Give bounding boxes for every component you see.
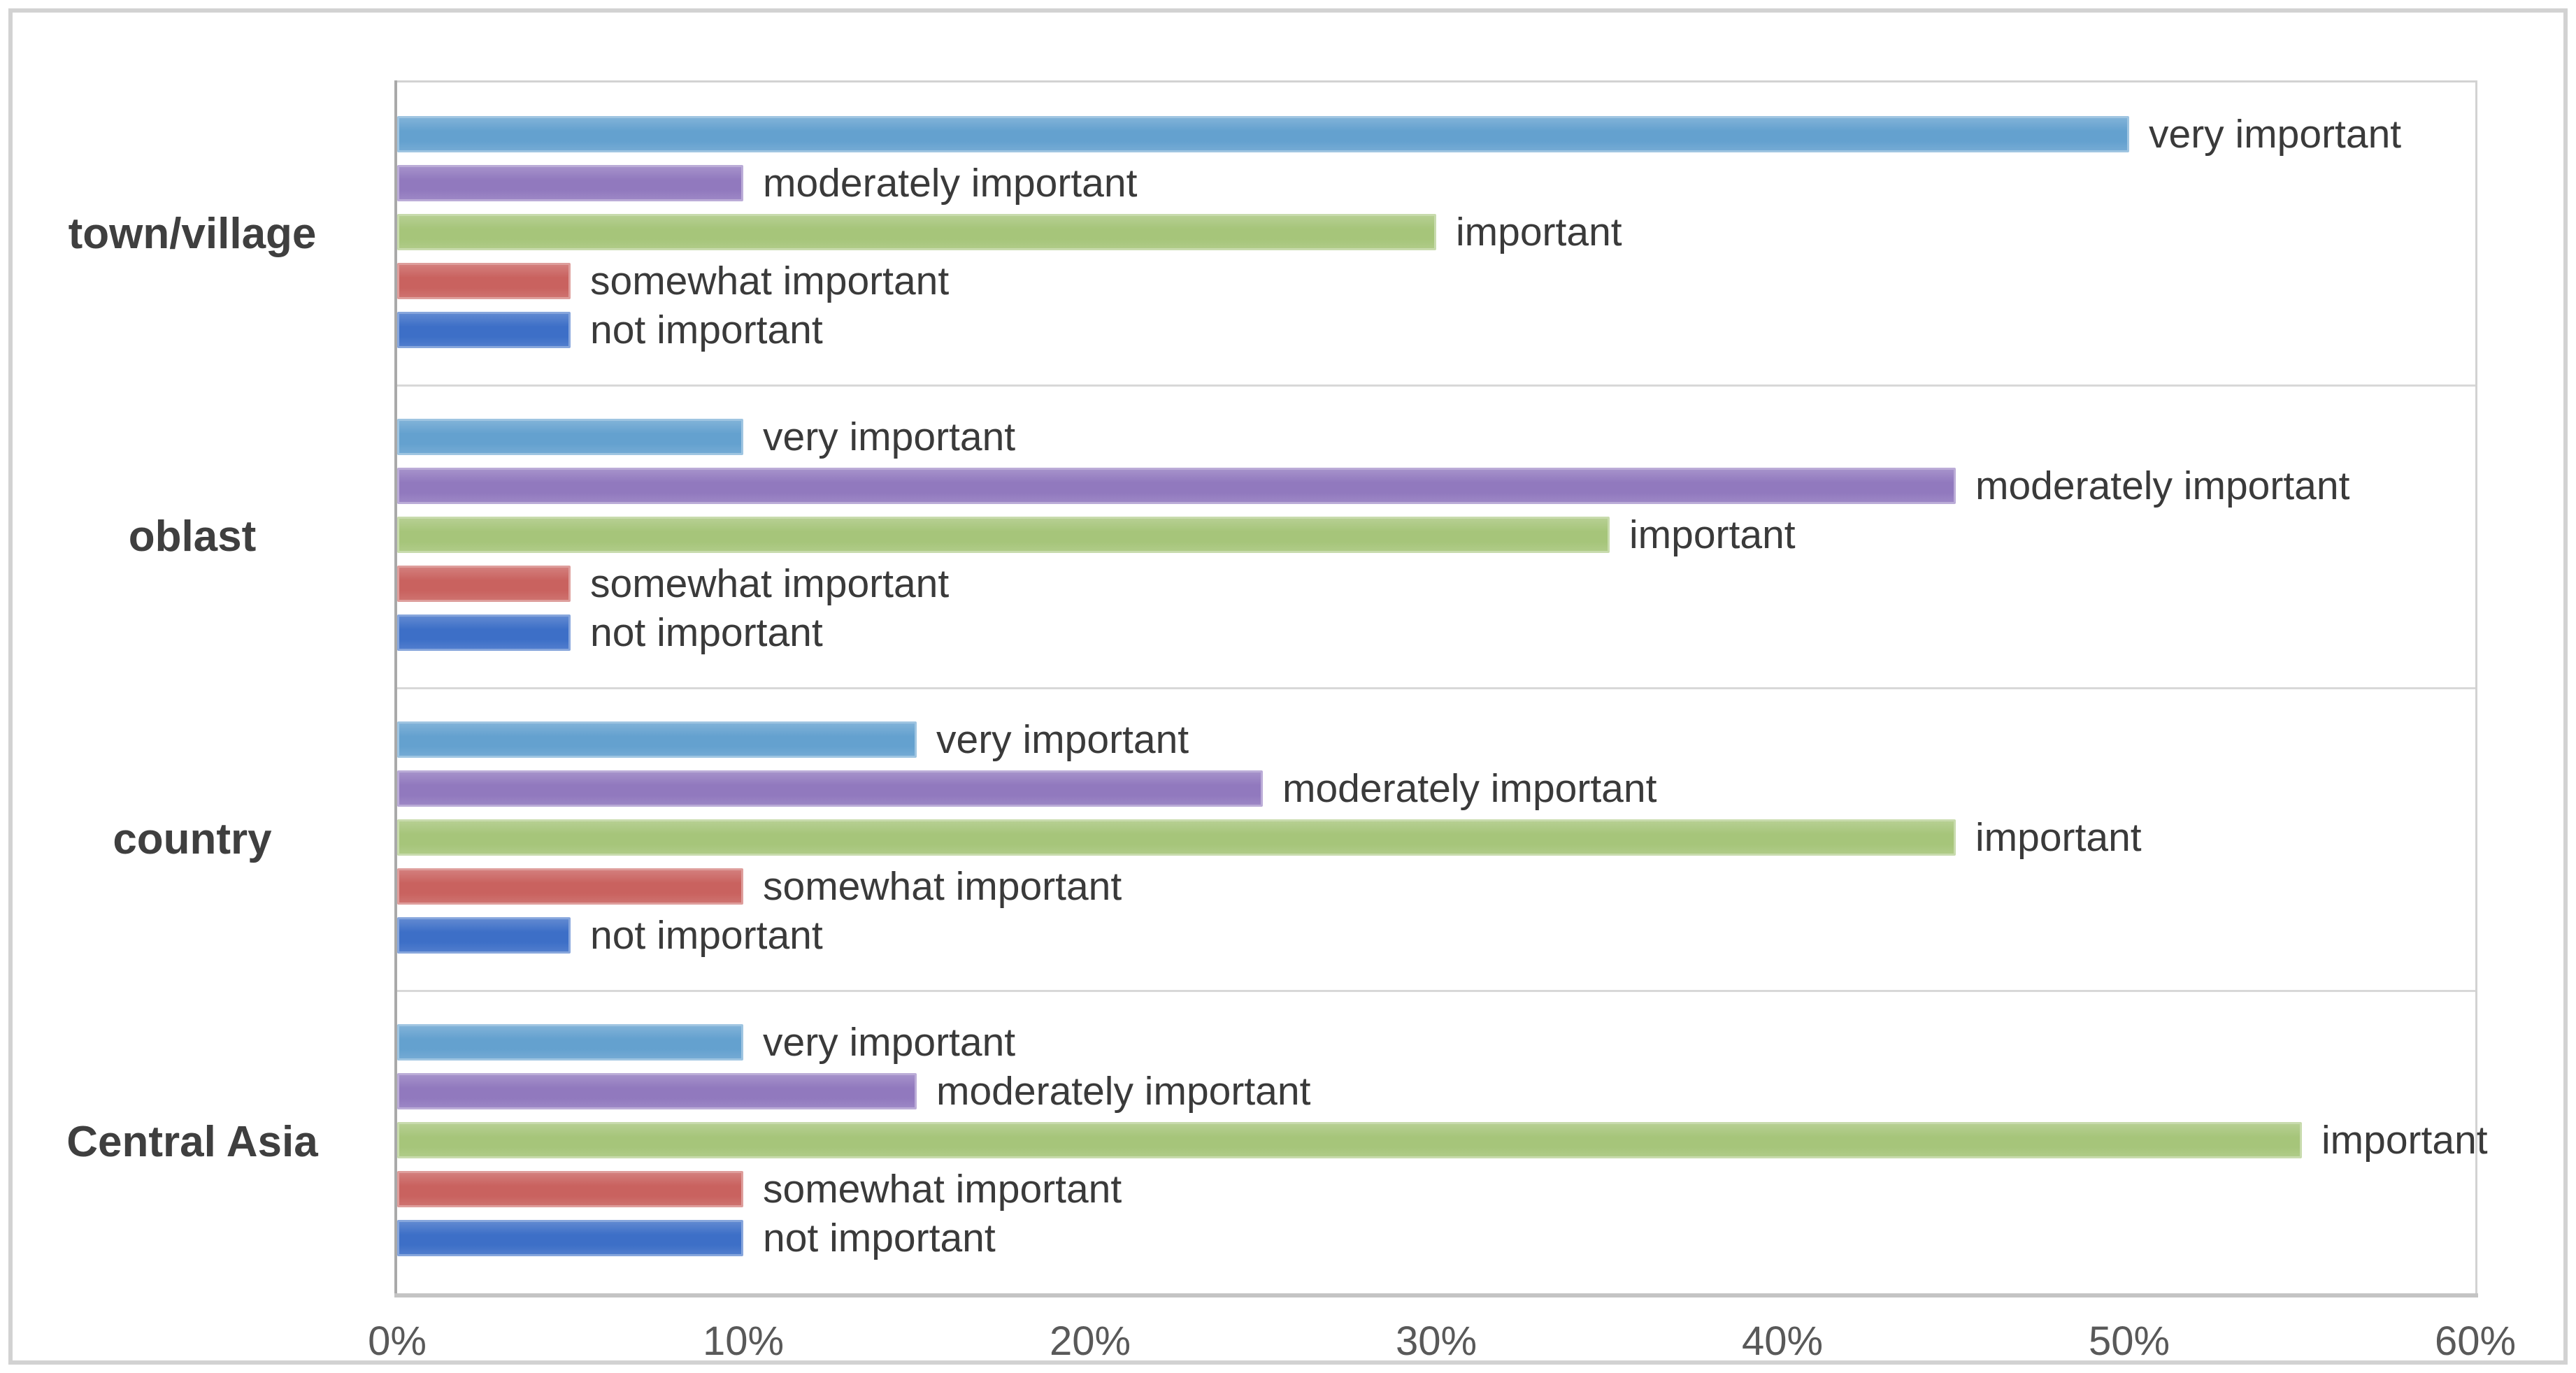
bar-somewhat-important	[397, 868, 743, 905]
bar-somewhat-important	[397, 566, 571, 602]
bar-value-label: very important	[763, 415, 1016, 459]
bar-value-label: moderately important	[1975, 463, 2350, 508]
bar-important	[397, 214, 1436, 250]
bar-value-label: very important	[936, 717, 1189, 762]
x-axis-tick-label: 30%	[1395, 1318, 1477, 1364]
y-axis-line	[394, 80, 397, 1297]
bar-moderately-important	[397, 1073, 917, 1109]
bar-somewhat-important	[397, 1171, 743, 1207]
bar-value-label: somewhat important	[590, 561, 950, 606]
bar-moderately-important	[397, 770, 1263, 807]
bar-very-important	[397, 721, 917, 758]
bar-value-label: somewhat important	[763, 864, 1122, 909]
category-separator-line	[397, 687, 2475, 689]
bar-value-label: very important	[2149, 112, 2402, 157]
category-label: town/village	[68, 210, 317, 258]
bar-not-important	[397, 1220, 743, 1256]
figure-border	[8, 8, 2568, 1365]
bar-important	[397, 1122, 2302, 1158]
bar-value-label: important	[1629, 512, 1796, 557]
x-axis-tick-label: 50%	[2088, 1318, 2170, 1364]
x-axis-tick-label: 20%	[1049, 1318, 1131, 1364]
bar-value-label: not important	[590, 913, 823, 958]
bar-value-label: important	[1456, 210, 1622, 254]
category-label: oblast	[128, 512, 257, 561]
bar-value-label: not important	[590, 610, 823, 655]
category-label: Central Asia	[66, 1118, 318, 1166]
x-axis-tick-label: 0%	[368, 1318, 427, 1364]
category-label: country	[113, 815, 272, 863]
bar-value-label: moderately important	[1282, 766, 1657, 811]
x-axis-tick-label: 10%	[702, 1318, 785, 1364]
bar-value-label: not important	[590, 308, 823, 352]
bar-value-label: not important	[763, 1216, 996, 1260]
bar-value-label: important	[2321, 1118, 2488, 1163]
bar-value-label: very important	[763, 1020, 1016, 1065]
x-axis-tick-label: 40%	[1741, 1318, 1824, 1364]
bar-not-important	[397, 614, 571, 651]
bar-moderately-important	[397, 468, 1956, 504]
bar-very-important	[397, 116, 2129, 152]
category-separator-line	[397, 384, 2475, 387]
bar-value-label: moderately important	[763, 161, 1138, 206]
bar-somewhat-important	[397, 263, 571, 299]
x-axis-line	[394, 1293, 2478, 1297]
x-axis-tick-label: 60%	[2434, 1318, 2517, 1364]
category-separator-line	[397, 990, 2475, 992]
bar-value-label: somewhat important	[590, 259, 950, 303]
bar-important	[397, 517, 1610, 553]
bar-important	[397, 819, 1956, 856]
bar-not-important	[397, 917, 571, 954]
bar-very-important	[397, 1024, 743, 1061]
bar-not-important	[397, 312, 571, 348]
plot-right-border	[2475, 80, 2477, 1293]
bar-very-important	[397, 419, 743, 455]
bar-moderately-important	[397, 165, 743, 201]
plot-top-border	[397, 80, 2477, 82]
bar-value-label: somewhat important	[763, 1167, 1122, 1212]
bar-value-label: moderately important	[936, 1069, 1311, 1114]
bar-value-label: important	[1975, 815, 2142, 860]
